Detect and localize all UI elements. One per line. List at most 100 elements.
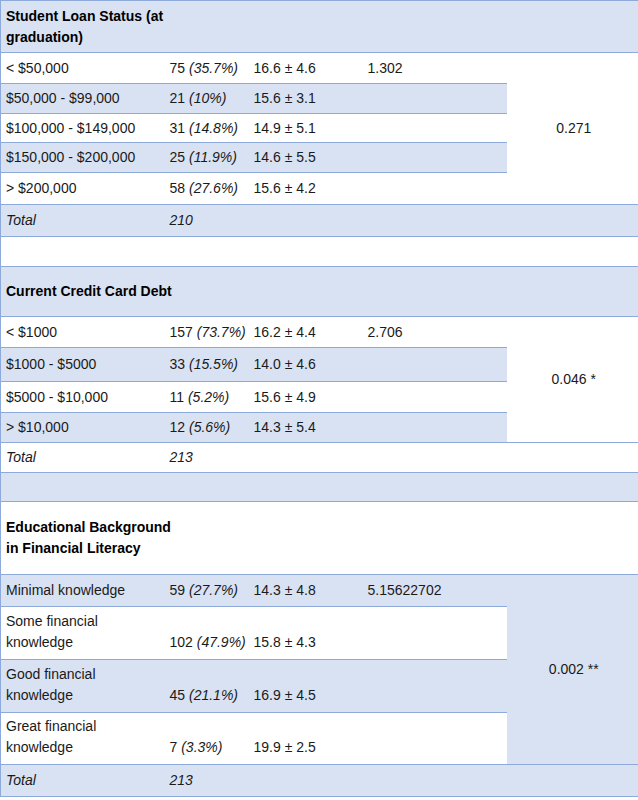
cell-category: Great financial knowledge	[1, 713, 165, 765]
count-value: 11	[170, 389, 185, 405]
cell-count: 31 (14.8%)	[165, 114, 249, 143]
total-row: Total 213	[1, 765, 638, 797]
cell-statistic	[363, 143, 507, 173]
cell-mean-sd: 14.3 ± 4.8	[249, 575, 363, 607]
percent-value: (27.6%)	[189, 180, 238, 196]
count-value: 21	[170, 90, 186, 106]
total-row: Total 210	[1, 205, 638, 237]
section-header-row: Educational Background in Financial Lite…	[1, 502, 638, 575]
cell-mean-sd: 15.6 ± 4.9	[249, 382, 363, 413]
cell-count: 45 (21.1%)	[165, 660, 249, 713]
cell-statistic: 1.302	[363, 53, 507, 84]
cell-mean-sd: 14.3 ± 5.4	[249, 413, 363, 443]
cell-mean-sd: 15.8 ± 4.3	[249, 607, 363, 660]
cell-mean-sd: 14.9 ± 5.1	[249, 114, 363, 143]
cell-category: $100,000 - $149,000	[1, 114, 165, 143]
total-label: Total	[1, 443, 165, 473]
cell-mean-sd: 19.9 ± 2.5	[249, 713, 363, 765]
percent-value: (5.2%)	[188, 389, 229, 405]
spacer-row	[1, 237, 638, 267]
cell-statistic	[363, 84, 507, 114]
cell-category: > $10,000	[1, 413, 165, 443]
cell-count: 157 (73.7%)	[165, 317, 249, 348]
cell-count: 11 (5.2%)	[165, 382, 249, 413]
table-row: < $1000 157 (73.7%) 16.2 ± 4.4 2.706 0.0…	[1, 317, 638, 348]
percent-value: (21.1%)	[189, 687, 238, 703]
cell-statistic	[363, 348, 507, 382]
count-value: 157	[170, 324, 193, 340]
total-count: 210	[165, 205, 638, 237]
cell-statistic	[363, 114, 507, 143]
count-value: 7	[170, 739, 178, 755]
cell-category: $150,000 - $200,000	[1, 143, 165, 173]
cell-category: < $1000	[1, 317, 165, 348]
cell-statistic	[363, 173, 507, 205]
cell-statistic	[363, 413, 507, 443]
cell-count: 102 (47.9%)	[165, 607, 249, 660]
cell-mean-sd: 14.0 ± 4.6	[249, 348, 363, 382]
percent-value: (5.6%)	[189, 419, 230, 435]
percent-value: (15.5%)	[189, 356, 238, 372]
count-value: 31	[170, 120, 186, 136]
percent-value: (3.3%)	[181, 739, 222, 755]
count-value: 45	[170, 687, 186, 703]
cell-count: 33 (15.5%)	[165, 348, 249, 382]
cell-statistic: 2.706	[363, 317, 507, 348]
total-count: 213	[165, 443, 638, 473]
cell-count: 58 (27.6%)	[165, 173, 249, 205]
cell-count: 75 (35.7%)	[165, 53, 249, 84]
cell-count: 25 (11.9%)	[165, 143, 249, 173]
table-row: < $50,000 75 (35.7%) 16.6 ± 4.6 1.302 0.…	[1, 53, 638, 84]
cell-mean-sd: 16.6 ± 4.6	[249, 53, 363, 84]
cell-category: $5000 - $10,000	[1, 382, 165, 413]
cell-category: $1000 - $5000	[1, 348, 165, 382]
cell-count: 59 (27.7%)	[165, 575, 249, 607]
cell-count: 7 (3.3%)	[165, 713, 249, 765]
total-label: Total	[1, 205, 165, 237]
section-title-student-loan: Student Loan Status (at graduation)	[1, 1, 638, 53]
total-row: Total 213	[1, 443, 638, 473]
cell-statistic: 5.15622702	[363, 575, 507, 607]
cell-mean-sd: 16.2 ± 4.4	[249, 317, 363, 348]
cell-statistic	[363, 713, 507, 765]
percent-value: (73.7%)	[197, 324, 246, 340]
cell-category: > $200,000	[1, 173, 165, 205]
spacer-row	[1, 473, 638, 502]
cell-category: $50,000 - $99,000	[1, 84, 165, 114]
percent-value: (10%)	[189, 90, 226, 106]
total-count: 213	[165, 765, 638, 797]
cell-count: 21 (10%)	[165, 84, 249, 114]
cell-category: Good financial knowledge	[1, 660, 165, 713]
percent-value: (27.7%)	[189, 582, 238, 598]
percent-value: (11.9%)	[189, 149, 237, 165]
section-header-row: Student Loan Status (at graduation)	[1, 1, 638, 53]
section-title-credit-card: Current Credit Card Debt	[1, 267, 638, 317]
percent-value: (35.7%)	[189, 60, 238, 76]
cell-p-value: 0.046 *	[507, 317, 638, 443]
cell-p-value: 0.002 **	[507, 575, 638, 765]
spacer-cell	[1, 473, 638, 502]
cell-statistic	[363, 660, 507, 713]
count-value: 75	[170, 60, 186, 76]
count-value: 58	[170, 180, 186, 196]
cell-mean-sd: 15.6 ± 4.2	[249, 173, 363, 205]
cell-mean-sd: 14.6 ± 5.5	[249, 143, 363, 173]
count-value: 33	[170, 356, 186, 372]
count-value: 12	[170, 419, 186, 435]
cell-mean-sd: 16.9 ± 4.5	[249, 660, 363, 713]
cell-statistic	[363, 607, 507, 660]
count-value: 59	[170, 582, 186, 598]
cell-p-value: 0.271	[507, 53, 638, 205]
cell-mean-sd: 15.6 ± 3.1	[249, 84, 363, 114]
cell-statistic	[363, 382, 507, 413]
table-row: Minimal knowledge 59 (27.7%) 14.3 ± 4.8 …	[1, 575, 638, 607]
stats-table: Student Loan Status (at graduation) < $5…	[0, 0, 638, 797]
cell-category: < $50,000	[1, 53, 165, 84]
spacer-cell	[1, 237, 638, 267]
total-label: Total	[1, 765, 165, 797]
section-title-educational-background: Educational Background in Financial Lite…	[1, 502, 638, 575]
document-page: Student Loan Status (at graduation) < $5…	[0, 0, 638, 800]
count-value: 25	[170, 149, 186, 165]
count-value: 102	[170, 634, 193, 650]
cell-count: 12 (5.6%)	[165, 413, 249, 443]
